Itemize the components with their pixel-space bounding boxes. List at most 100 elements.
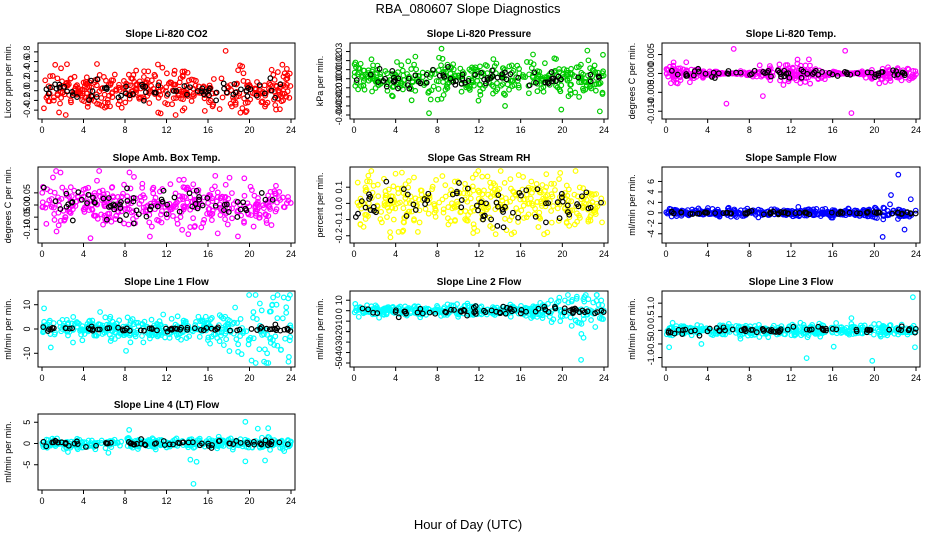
data-point: [549, 193, 556, 200]
data-point-reference: [365, 306, 372, 313]
data-point-outlier: [578, 356, 584, 363]
data-point: [152, 73, 159, 80]
x-tick-label: 24: [911, 249, 921, 259]
data-point-reference: [140, 97, 147, 104]
data-point: [484, 173, 491, 180]
data-point: [110, 77, 117, 84]
data-point-reference: [678, 209, 685, 216]
data-point: [821, 76, 828, 83]
data-point: [42, 77, 49, 84]
data-point-reference: [199, 85, 206, 92]
data-point: [892, 325, 899, 332]
y-tick-label: 0: [22, 441, 32, 446]
data-point-reference: [248, 326, 255, 332]
data-point: [279, 438, 286, 445]
data-point: [541, 60, 548, 67]
data-point-reference: [720, 324, 727, 331]
data-point-reference: [93, 94, 100, 100]
data-point: [152, 194, 159, 201]
data-point: [802, 79, 809, 85]
data-point-reference: [194, 205, 201, 212]
data-point-reference: [478, 69, 484, 76]
data-point-outlier: [280, 294, 287, 301]
data-point: [131, 173, 137, 180]
data-point-reference: [692, 327, 698, 334]
x-tick-label: 12: [161, 496, 171, 506]
data-point: [183, 335, 190, 341]
data-point: [80, 206, 87, 213]
data-point-reference: [725, 68, 732, 74]
data-point: [40, 203, 46, 210]
data-point-reference: [123, 83, 130, 90]
data-point-reference: [518, 307, 525, 313]
data-point: [43, 220, 50, 227]
data-point: [180, 203, 187, 209]
panel-title: Slope Line 4 (LT) Flow: [114, 400, 220, 411]
data-point: [580, 316, 587, 322]
data-point-reference: [776, 329, 783, 335]
data-point-reference: [499, 71, 506, 77]
data-point: [264, 99, 271, 106]
data-point: [405, 208, 412, 215]
data-point: [464, 190, 471, 197]
data-point: [400, 205, 407, 212]
data-point-reference: [57, 206, 64, 212]
data-point: [229, 205, 235, 212]
data-point-reference: [370, 204, 377, 210]
data-point: [842, 328, 849, 335]
data-point: [276, 189, 283, 195]
data-point: [392, 205, 399, 212]
data-point: [881, 205, 888, 212]
data-point-reference: [359, 305, 366, 312]
data-point-outlier: [557, 318, 564, 325]
data-point: [240, 330, 246, 336]
x-tick-label: 0: [351, 249, 356, 259]
y-tick-label: -30: [334, 336, 344, 349]
data-point-outlier: [41, 305, 47, 312]
data-point: [65, 332, 71, 339]
x-tick-label: 16: [516, 249, 526, 259]
data-point-reference: [906, 326, 913, 332]
data-point-reference: [375, 79, 382, 86]
data-point-reference: [432, 310, 439, 317]
data-point: [101, 91, 108, 98]
data-point-reference: [154, 203, 161, 210]
data-point: [146, 219, 153, 226]
data-point: [807, 80, 814, 87]
data-point: [250, 335, 257, 342]
data-point: [250, 314, 256, 321]
data-point: [171, 67, 178, 74]
data-point: [248, 187, 255, 193]
data-point: [218, 195, 224, 201]
data-point: [776, 61, 783, 68]
data-point: [882, 79, 889, 85]
y-tick-label: -0.04: [334, 105, 344, 126]
data-point-reference: [716, 328, 723, 334]
data-point: [548, 219, 555, 226]
data-point-reference: [116, 217, 123, 224]
x-tick-label: 20: [869, 125, 879, 135]
data-point-reference: [828, 209, 835, 216]
data-point: [469, 204, 476, 211]
data-point-reference: [886, 326, 893, 333]
data-point: [477, 92, 484, 98]
data-point-reference: [46, 326, 52, 333]
x-tick-label: 20: [557, 249, 567, 259]
data-point: [550, 203, 557, 209]
data-point: [253, 201, 260, 208]
data-point: [175, 92, 182, 99]
data-point: [598, 297, 605, 304]
data-point-reference: [595, 73, 602, 80]
data-point-reference: [751, 67, 758, 74]
data-point-reference: [184, 91, 190, 98]
data-point-reference: [163, 211, 170, 218]
data-point-outlier: [286, 354, 292, 360]
data-point-reference: [69, 199, 76, 205]
data-point: [485, 191, 491, 198]
data-point-reference: [837, 209, 844, 216]
data-point-reference: [89, 88, 96, 95]
data-point-reference: [682, 326, 689, 333]
data-point-outlier: [909, 294, 916, 301]
data-point: [440, 92, 447, 98]
data-point: [274, 69, 281, 75]
